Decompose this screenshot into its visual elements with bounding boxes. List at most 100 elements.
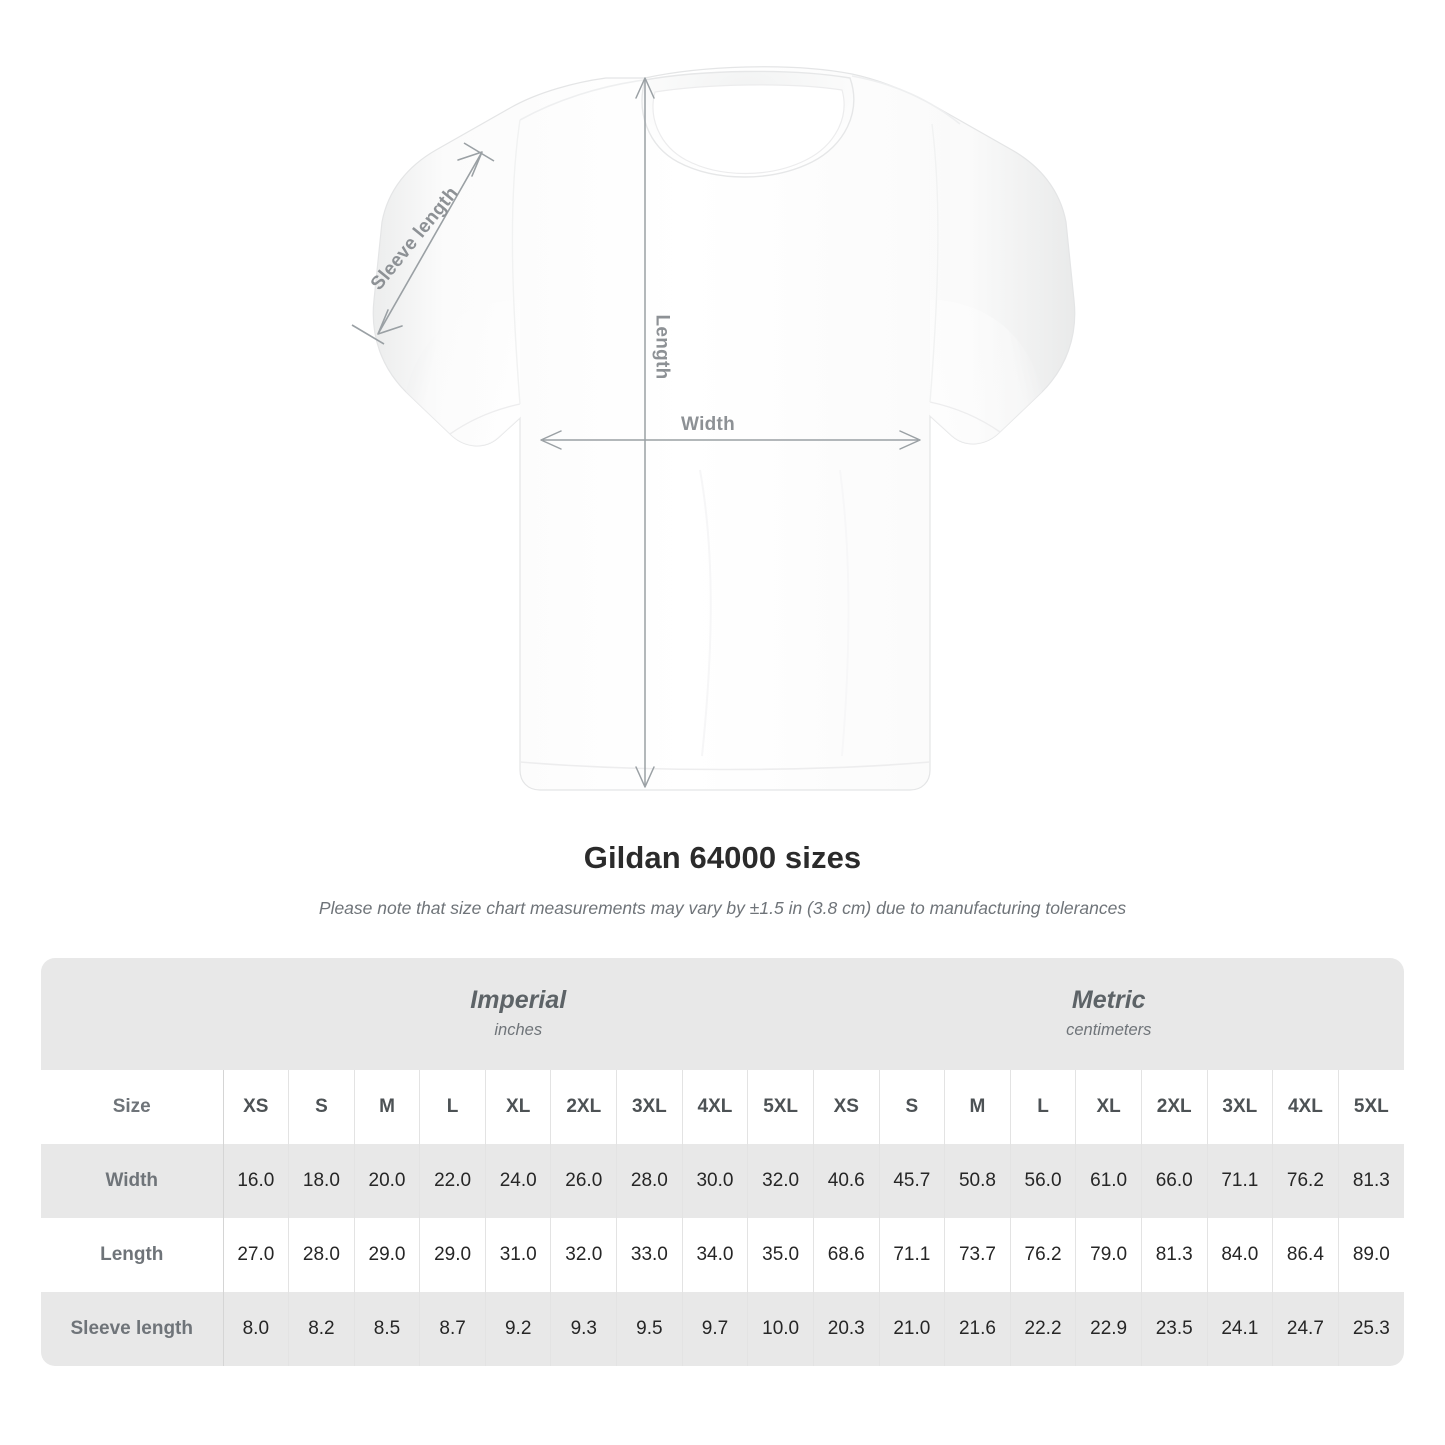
cell-sleeve-metric-xs: 20.3 <box>812 1291 880 1366</box>
cell-length-imperial-l: 29.0 <box>419 1217 486 1292</box>
cell-width-imperial-2xl: 26.0 <box>550 1143 617 1218</box>
cell-width-imperial-5xl: 32.0 <box>747 1143 814 1218</box>
cell-width-metric-4xl: 76.2 <box>1272 1143 1339 1218</box>
cell-sleeve-metric-l: 22.2 <box>1009 1291 1076 1366</box>
cell-length-imperial-xl: 31.0 <box>484 1217 551 1292</box>
sleeve-length-dimension-arrow <box>351 142 495 345</box>
cell-sleeve-metric-xl: 22.9 <box>1075 1291 1142 1366</box>
cell-width-imperial-xs: 16.0 <box>222 1143 289 1218</box>
metric-header-cell: Metric centimeters <box>813 958 1404 1070</box>
size-header-imperial-2xl: 2XL <box>550 1069 617 1144</box>
size-row-label: Size <box>41 1069 224 1144</box>
tshirt-illustration <box>351 66 1076 791</box>
size-chart-table: Imperial inches Metric centimeters Size … <box>41 958 1404 1366</box>
title-block: Gildan 64000 sizes Please note that size… <box>0 840 1445 919</box>
size-header-metric-l: L <box>1009 1069 1076 1144</box>
width-label: Width <box>681 414 736 435</box>
size-header-imperial-5xl: 5XL <box>747 1069 814 1144</box>
cell-width-imperial-xl: 24.0 <box>484 1143 551 1218</box>
table-row: Width 16.0 18.0 20.0 22.0 24.0 26.0 28.0… <box>41 1143 1404 1218</box>
cell-width-metric-xs: 40.6 <box>812 1143 880 1218</box>
cell-length-metric-3xl: 84.0 <box>1206 1217 1273 1292</box>
size-header-metric-xl: XL <box>1075 1069 1142 1144</box>
cell-sleeve-metric-4xl: 24.7 <box>1272 1291 1339 1366</box>
size-header-imperial-xl: XL <box>484 1069 551 1144</box>
shirt-body <box>372 66 1076 791</box>
measurement-tolerance-note: Please note that size chart measurements… <box>318 898 1127 918</box>
size-header-imperial-s: S <box>288 1069 355 1144</box>
cell-length-imperial-5xl: 35.0 <box>747 1217 814 1292</box>
cell-sleeve-imperial-s: 8.2 <box>288 1291 355 1366</box>
size-header-metric-m: M <box>944 1069 1011 1144</box>
cell-sleeve-metric-3xl: 24.1 <box>1206 1291 1273 1366</box>
size-header-metric-s: S <box>878 1069 945 1144</box>
unit-header-spacer <box>41 958 224 1070</box>
cell-width-metric-l: 56.0 <box>1009 1143 1076 1218</box>
size-header-metric-2xl: 2XL <box>1140 1069 1208 1144</box>
imperial-system-label: Imperial <box>470 986 567 1014</box>
cell-sleeve-imperial-5xl: 10.0 <box>747 1291 814 1366</box>
imperial-header-cell: Imperial inches <box>223 958 814 1070</box>
cell-length-metric-xl: 79.0 <box>1075 1217 1142 1292</box>
length-dimension-arrow <box>635 77 655 788</box>
cell-width-imperial-m: 20.0 <box>353 1143 420 1218</box>
cell-sleeve-metric-2xl: 23.5 <box>1140 1291 1208 1366</box>
cell-width-metric-5xl: 81.3 <box>1337 1143 1404 1218</box>
cell-length-imperial-4xl: 34.0 <box>681 1217 748 1292</box>
cell-length-metric-2xl: 81.3 <box>1140 1217 1208 1292</box>
page-title: Gildan 64000 sizes <box>583 840 862 875</box>
length-label: Length <box>651 314 673 380</box>
size-header-imperial-m: M <box>353 1069 420 1144</box>
cell-sleeve-imperial-3xl: 9.5 <box>616 1291 683 1366</box>
cell-length-imperial-xs: 27.0 <box>222 1217 289 1292</box>
size-header-row: Size XS S M L XL 2XL 3XL 4XL 5XL XS S M … <box>41 1069 1404 1144</box>
size-header-metric-4xl: 4XL <box>1272 1069 1339 1144</box>
width-dimension-arrow <box>540 430 921 450</box>
cell-length-metric-l: 76.2 <box>1009 1217 1076 1292</box>
cell-sleeve-metric-s: 21.0 <box>878 1291 945 1366</box>
table-row: Length 27.0 28.0 29.0 29.0 31.0 32.0 33.… <box>41 1217 1404 1292</box>
cell-sleeve-metric-m: 21.6 <box>944 1291 1011 1366</box>
size-header-imperial-4xl: 4XL <box>681 1069 748 1144</box>
cell-width-metric-m: 50.8 <box>944 1143 1011 1218</box>
size-header-metric-xs: XS <box>812 1069 880 1144</box>
cell-width-metric-2xl: 66.0 <box>1140 1143 1208 1218</box>
cell-sleeve-imperial-l: 8.7 <box>419 1291 486 1366</box>
size-header-metric-5xl: 5XL <box>1337 1069 1404 1144</box>
cell-length-metric-m: 73.7 <box>944 1217 1011 1292</box>
size-chart-table-container: Imperial inches Metric centimeters Size … <box>41 958 1404 1366</box>
cell-width-metric-xl: 61.0 <box>1075 1143 1142 1218</box>
row-label-length: Length <box>41 1217 224 1292</box>
table-row: Sleeve length 8.0 8.2 8.5 8.7 9.2 9.3 9.… <box>41 1291 1404 1366</box>
cell-length-metric-4xl: 86.4 <box>1272 1217 1339 1292</box>
row-label-sleeve-length: Sleeve length <box>41 1291 224 1366</box>
cell-length-metric-5xl: 89.0 <box>1337 1217 1404 1292</box>
cell-sleeve-metric-5xl: 25.3 <box>1337 1291 1404 1366</box>
cell-length-metric-s: 71.1 <box>878 1217 945 1292</box>
cell-sleeve-imperial-2xl: 9.3 <box>550 1291 617 1366</box>
tshirt-diagram: Sleeve length Length Width <box>351 66 1076 791</box>
cell-sleeve-imperial-xs: 8.0 <box>222 1291 289 1366</box>
cell-width-imperial-l: 22.0 <box>419 1143 486 1218</box>
cell-sleeve-imperial-xl: 9.2 <box>484 1291 551 1366</box>
cell-width-imperial-s: 18.0 <box>288 1143 355 1218</box>
metric-measure-label: centimeters <box>1066 1020 1152 1039</box>
cell-width-imperial-3xl: 28.0 <box>616 1143 683 1218</box>
cell-length-imperial-m: 29.0 <box>353 1217 420 1292</box>
cell-length-imperial-2xl: 32.0 <box>550 1217 617 1292</box>
cell-sleeve-imperial-4xl: 9.7 <box>681 1291 748 1366</box>
cell-length-imperial-3xl: 33.0 <box>616 1217 683 1292</box>
cell-width-metric-s: 45.7 <box>878 1143 945 1218</box>
size-header-imperial-3xl: 3XL <box>616 1069 683 1144</box>
size-header-imperial-xs: XS <box>222 1069 289 1144</box>
cell-width-metric-3xl: 71.1 <box>1206 1143 1273 1218</box>
imperial-measure-label: inches <box>494 1020 543 1039</box>
unit-system-header-row: Imperial inches Metric centimeters <box>41 958 1404 1070</box>
size-header-imperial-l: L <box>419 1069 486 1144</box>
size-header-metric-3xl: 3XL <box>1206 1069 1273 1144</box>
row-label-width: Width <box>41 1143 224 1218</box>
cell-sleeve-imperial-m: 8.5 <box>353 1291 420 1366</box>
cell-length-metric-xs: 68.6 <box>812 1217 880 1292</box>
metric-system-label: Metric <box>1071 986 1146 1014</box>
cell-length-imperial-s: 28.0 <box>288 1217 355 1292</box>
